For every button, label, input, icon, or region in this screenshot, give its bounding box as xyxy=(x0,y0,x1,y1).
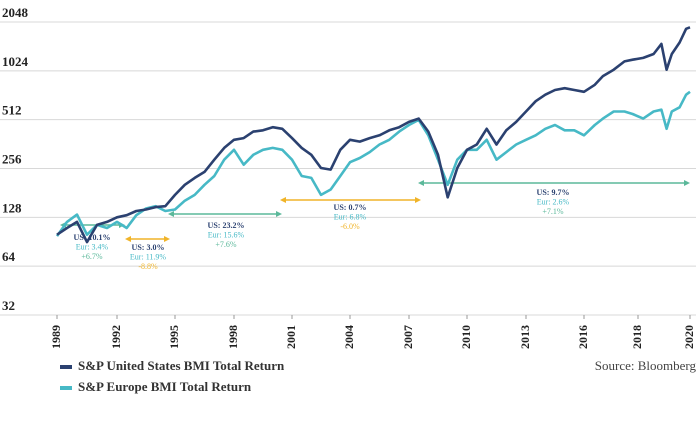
x-tick-label: 1995 xyxy=(167,325,181,349)
arrow-head xyxy=(168,211,174,217)
annotation-text: US: 9.7% xyxy=(537,188,570,197)
annotation-text: Eur: 6.8% xyxy=(334,212,367,221)
x-tick-label: 2007 xyxy=(401,325,415,349)
annotation-text: US: 23.2% xyxy=(208,221,245,230)
legend-label: S&P Europe BMI Total Return xyxy=(78,379,252,394)
arrow-head xyxy=(276,211,282,217)
arrow-head xyxy=(684,180,690,186)
annotation-text: US: 3.0% xyxy=(132,243,165,252)
y-tick-label: 128 xyxy=(2,200,22,215)
x-tick-label: 2004 xyxy=(342,325,356,349)
x-tick-label: 2018 xyxy=(630,325,644,349)
x-tick-label: 2010 xyxy=(459,325,473,349)
annotation-text: +6.7% xyxy=(81,252,103,261)
x-tick-label: 1989 xyxy=(49,325,63,349)
y-tick-label: 1024 xyxy=(2,54,29,69)
legend-label: S&P United States BMI Total Return xyxy=(78,358,285,373)
x-tick-label: 2013 xyxy=(518,325,532,349)
x-tick-label: 2001 xyxy=(284,325,298,349)
x-tick-label: 2020 xyxy=(682,325,696,349)
series-line xyxy=(55,90,691,237)
y-tick-label: 2048 xyxy=(2,5,29,20)
annotation-text: +7.1% xyxy=(542,207,564,216)
arrow-head xyxy=(418,180,424,186)
arrow-head xyxy=(164,236,170,242)
annotation-text: -8.8% xyxy=(138,262,158,271)
x-tick-label: 1998 xyxy=(226,325,240,349)
annotation-text: Eur: 15.6% xyxy=(208,230,245,239)
annotation-text: +7.6% xyxy=(215,240,237,249)
annotation-text: -6.0% xyxy=(340,222,360,231)
x-tick-label: 2016 xyxy=(576,325,590,349)
arrow-head xyxy=(125,236,131,242)
series-line xyxy=(56,26,691,244)
y-tick-label: 256 xyxy=(2,151,22,166)
arrow-head xyxy=(280,197,286,203)
annotation-text: US: 0.7% xyxy=(334,203,367,212)
y-tick-label: 64 xyxy=(2,249,16,264)
arrow-head xyxy=(415,197,421,203)
annotation-text: Eur: 11.9% xyxy=(130,252,166,261)
annotation-text: Eur: 2.6% xyxy=(537,197,570,206)
y-tick-label: 512 xyxy=(2,103,22,118)
annotation-text: US: 10.1% xyxy=(74,233,111,242)
y-tick-label: 32 xyxy=(2,298,15,313)
x-tick-label: 1992 xyxy=(109,325,123,349)
source-note: Source: Bloomberg xyxy=(595,358,696,373)
annotation-text: Eur: 3.4% xyxy=(76,242,109,251)
